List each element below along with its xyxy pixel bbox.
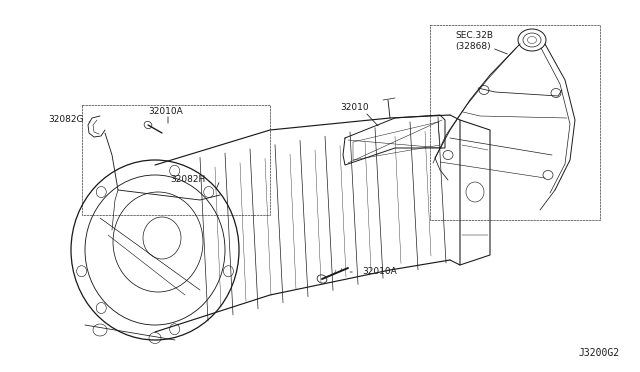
Text: 32082G: 32082G — [48, 115, 83, 125]
Text: (32868): (32868) — [455, 42, 491, 51]
Text: J3200G2: J3200G2 — [579, 348, 620, 358]
Text: 32010A: 32010A — [362, 267, 397, 276]
Text: SEC.32B: SEC.32B — [455, 31, 493, 39]
Text: 32010: 32010 — [340, 103, 369, 112]
Text: 32082H: 32082H — [170, 176, 205, 185]
Text: 32010A: 32010A — [148, 108, 183, 116]
